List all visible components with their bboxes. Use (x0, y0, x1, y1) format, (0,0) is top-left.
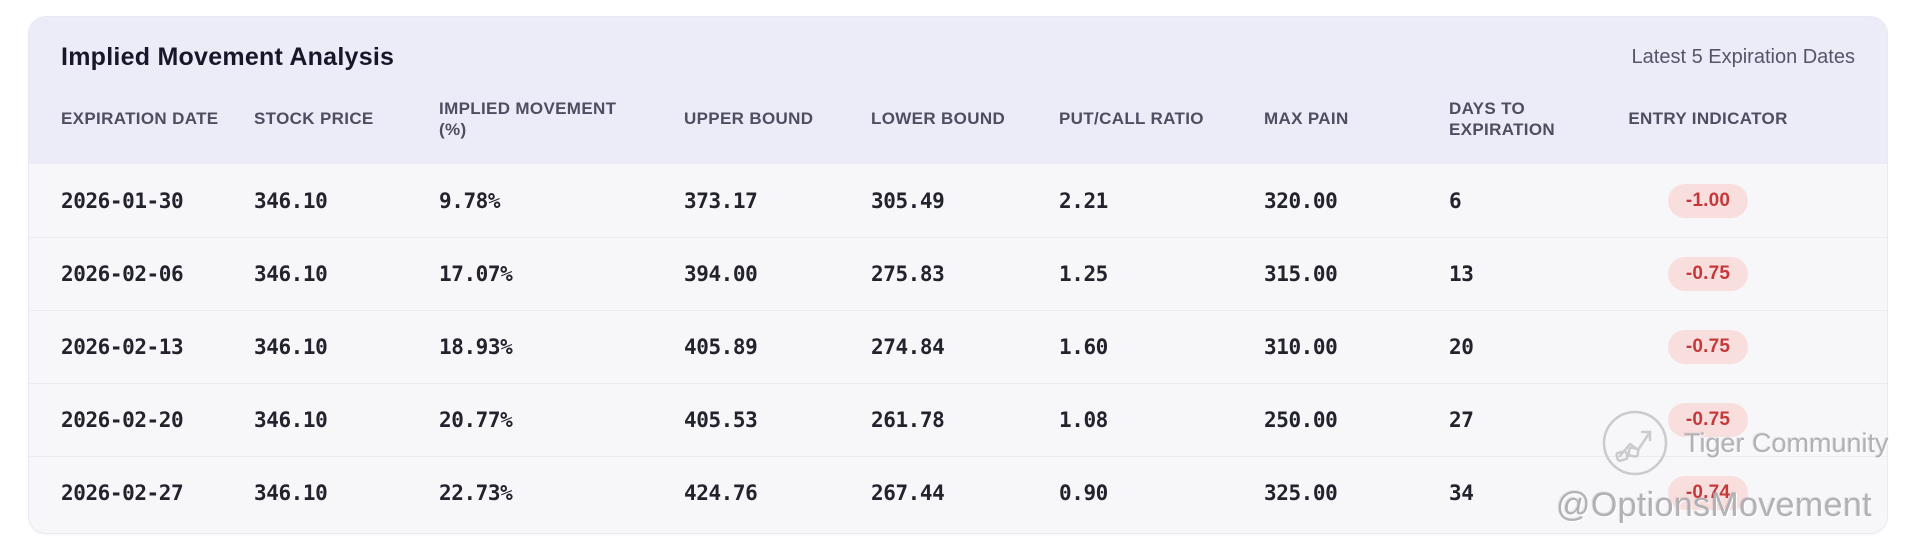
entry-indicator-badge: -0.75 (1667, 330, 1749, 364)
cell-stock-price: 346.10 (254, 262, 328, 286)
card-header: Implied Movement Analysis Latest 5 Expir… (29, 17, 1887, 164)
cell-put-call-ratio: 2.21 (1059, 188, 1108, 213)
col-header-upper-bound: UPPER BOUND (684, 109, 814, 129)
col-header-lower-bound: LOWER BOUND (871, 109, 1006, 129)
table-row[interactable]: 2026-02-06 346.10 17.07% 394.00 275.83 1… (29, 237, 1887, 310)
table-row[interactable]: 2026-01-30 346.10 9.78% 373.17 305.49 2.… (29, 164, 1887, 237)
col-header-expiration-date: EXPIRATION DATE (61, 109, 219, 129)
cell-entry-indicator: -0.74 (1617, 476, 1855, 510)
cell-entry-indicator: -0.75 (1617, 330, 1855, 364)
entry-indicator-badge: -0.75 (1667, 257, 1749, 291)
cell-days-to-expiration: 6 (1449, 188, 1462, 213)
page-title: Implied Movement Analysis (61, 43, 395, 71)
title-row: Implied Movement Analysis Latest 5 Expir… (61, 43, 1855, 72)
cell-lower-bound: 275.83 (871, 262, 945, 286)
cell-upper-bound: 394.00 (684, 262, 758, 286)
col-header-days-to-expiration: DAYS TO EXPIRATION (1449, 98, 1556, 139)
cell-stock-price: 346.10 (254, 481, 328, 505)
cell-stock-price: 346.10 (254, 188, 328, 213)
cell-stock-price: 346.10 (254, 335, 328, 359)
cell-days-to-expiration: 34 (1449, 481, 1474, 505)
cell-expiration-date: 2026-02-20 (61, 408, 184, 432)
cell-max-pain: 250.00 (1264, 408, 1338, 432)
cell-put-call-ratio: 1.08 (1059, 408, 1108, 432)
cell-put-call-ratio: 0.90 (1059, 481, 1108, 505)
cell-lower-bound: 305.49 (871, 188, 945, 213)
cell-upper-bound: 373.17 (684, 188, 758, 213)
cell-implied-movement: 22.73% (439, 481, 513, 505)
col-header-implied-movement: IMPLIED MOVEMENT (%) (439, 98, 617, 139)
table-body: 2026-01-30 346.10 9.78% 373.17 305.49 2.… (29, 164, 1887, 529)
cell-upper-bound: 405.53 (684, 408, 758, 432)
cell-lower-bound: 261.78 (871, 408, 945, 432)
table-row[interactable]: 2026-02-27 346.10 22.73% 424.76 267.44 0… (29, 456, 1887, 529)
cell-put-call-ratio: 1.60 (1059, 335, 1108, 359)
cell-days-to-expiration: 20 (1449, 335, 1474, 359)
table-header-row: EXPIRATION DATE STOCK PRICE IMPLIED MOVE… (61, 74, 1855, 164)
cell-max-pain: 310.00 (1264, 335, 1338, 359)
cell-expiration-date: 2026-02-27 (61, 481, 184, 505)
cell-implied-movement: 17.07% (439, 262, 513, 286)
col-header-put-call-ratio: PUT/CALL RATIO (1059, 109, 1204, 129)
entry-indicator-badge: -0.74 (1667, 476, 1749, 510)
cell-entry-indicator: -0.75 (1617, 257, 1855, 291)
cell-days-to-expiration: 27 (1449, 408, 1474, 432)
cell-upper-bound: 405.89 (684, 335, 758, 359)
cell-implied-movement: 9.78% (439, 188, 501, 213)
entry-indicator-badge: -1.00 (1667, 183, 1749, 218)
cell-implied-movement: 20.77% (439, 408, 513, 432)
table-row[interactable]: 2026-02-20 346.10 20.77% 405.53 261.78 1… (29, 383, 1887, 456)
cell-lower-bound: 267.44 (871, 481, 945, 505)
col-header-stock-price: STOCK PRICE (254, 109, 374, 129)
cell-max-pain: 325.00 (1264, 481, 1338, 505)
cell-expiration-date: 2026-01-30 (61, 188, 184, 213)
expiration-dates-subtitle: Latest 5 Expiration Dates (1631, 46, 1855, 68)
cell-entry-indicator: -0.75 (1617, 403, 1855, 437)
cell-upper-bound: 424.76 (684, 481, 758, 505)
cell-lower-bound: 274.84 (871, 335, 945, 359)
cell-expiration-date: 2026-02-13 (61, 335, 184, 359)
cell-put-call-ratio: 1.25 (1059, 262, 1108, 286)
cell-entry-indicator: -1.00 (1617, 183, 1855, 218)
entry-indicator-badge: -0.75 (1667, 403, 1749, 437)
cell-days-to-expiration: 13 (1449, 262, 1474, 286)
cell-expiration-date: 2026-02-06 (61, 262, 184, 286)
table-row[interactable]: 2026-02-13 346.10 18.93% 405.89 274.84 1… (29, 310, 1887, 383)
cell-stock-price: 346.10 (254, 408, 328, 432)
col-header-max-pain: MAX PAIN (1264, 109, 1349, 129)
col-header-entry-indicator: ENTRY INDICATOR (1628, 109, 1788, 129)
cell-max-pain: 320.00 (1264, 188, 1338, 213)
cell-max-pain: 315.00 (1264, 262, 1338, 286)
implied-movement-analysis-card: Implied Movement Analysis Latest 5 Expir… (28, 16, 1888, 534)
cell-implied-movement: 18.93% (439, 335, 513, 359)
